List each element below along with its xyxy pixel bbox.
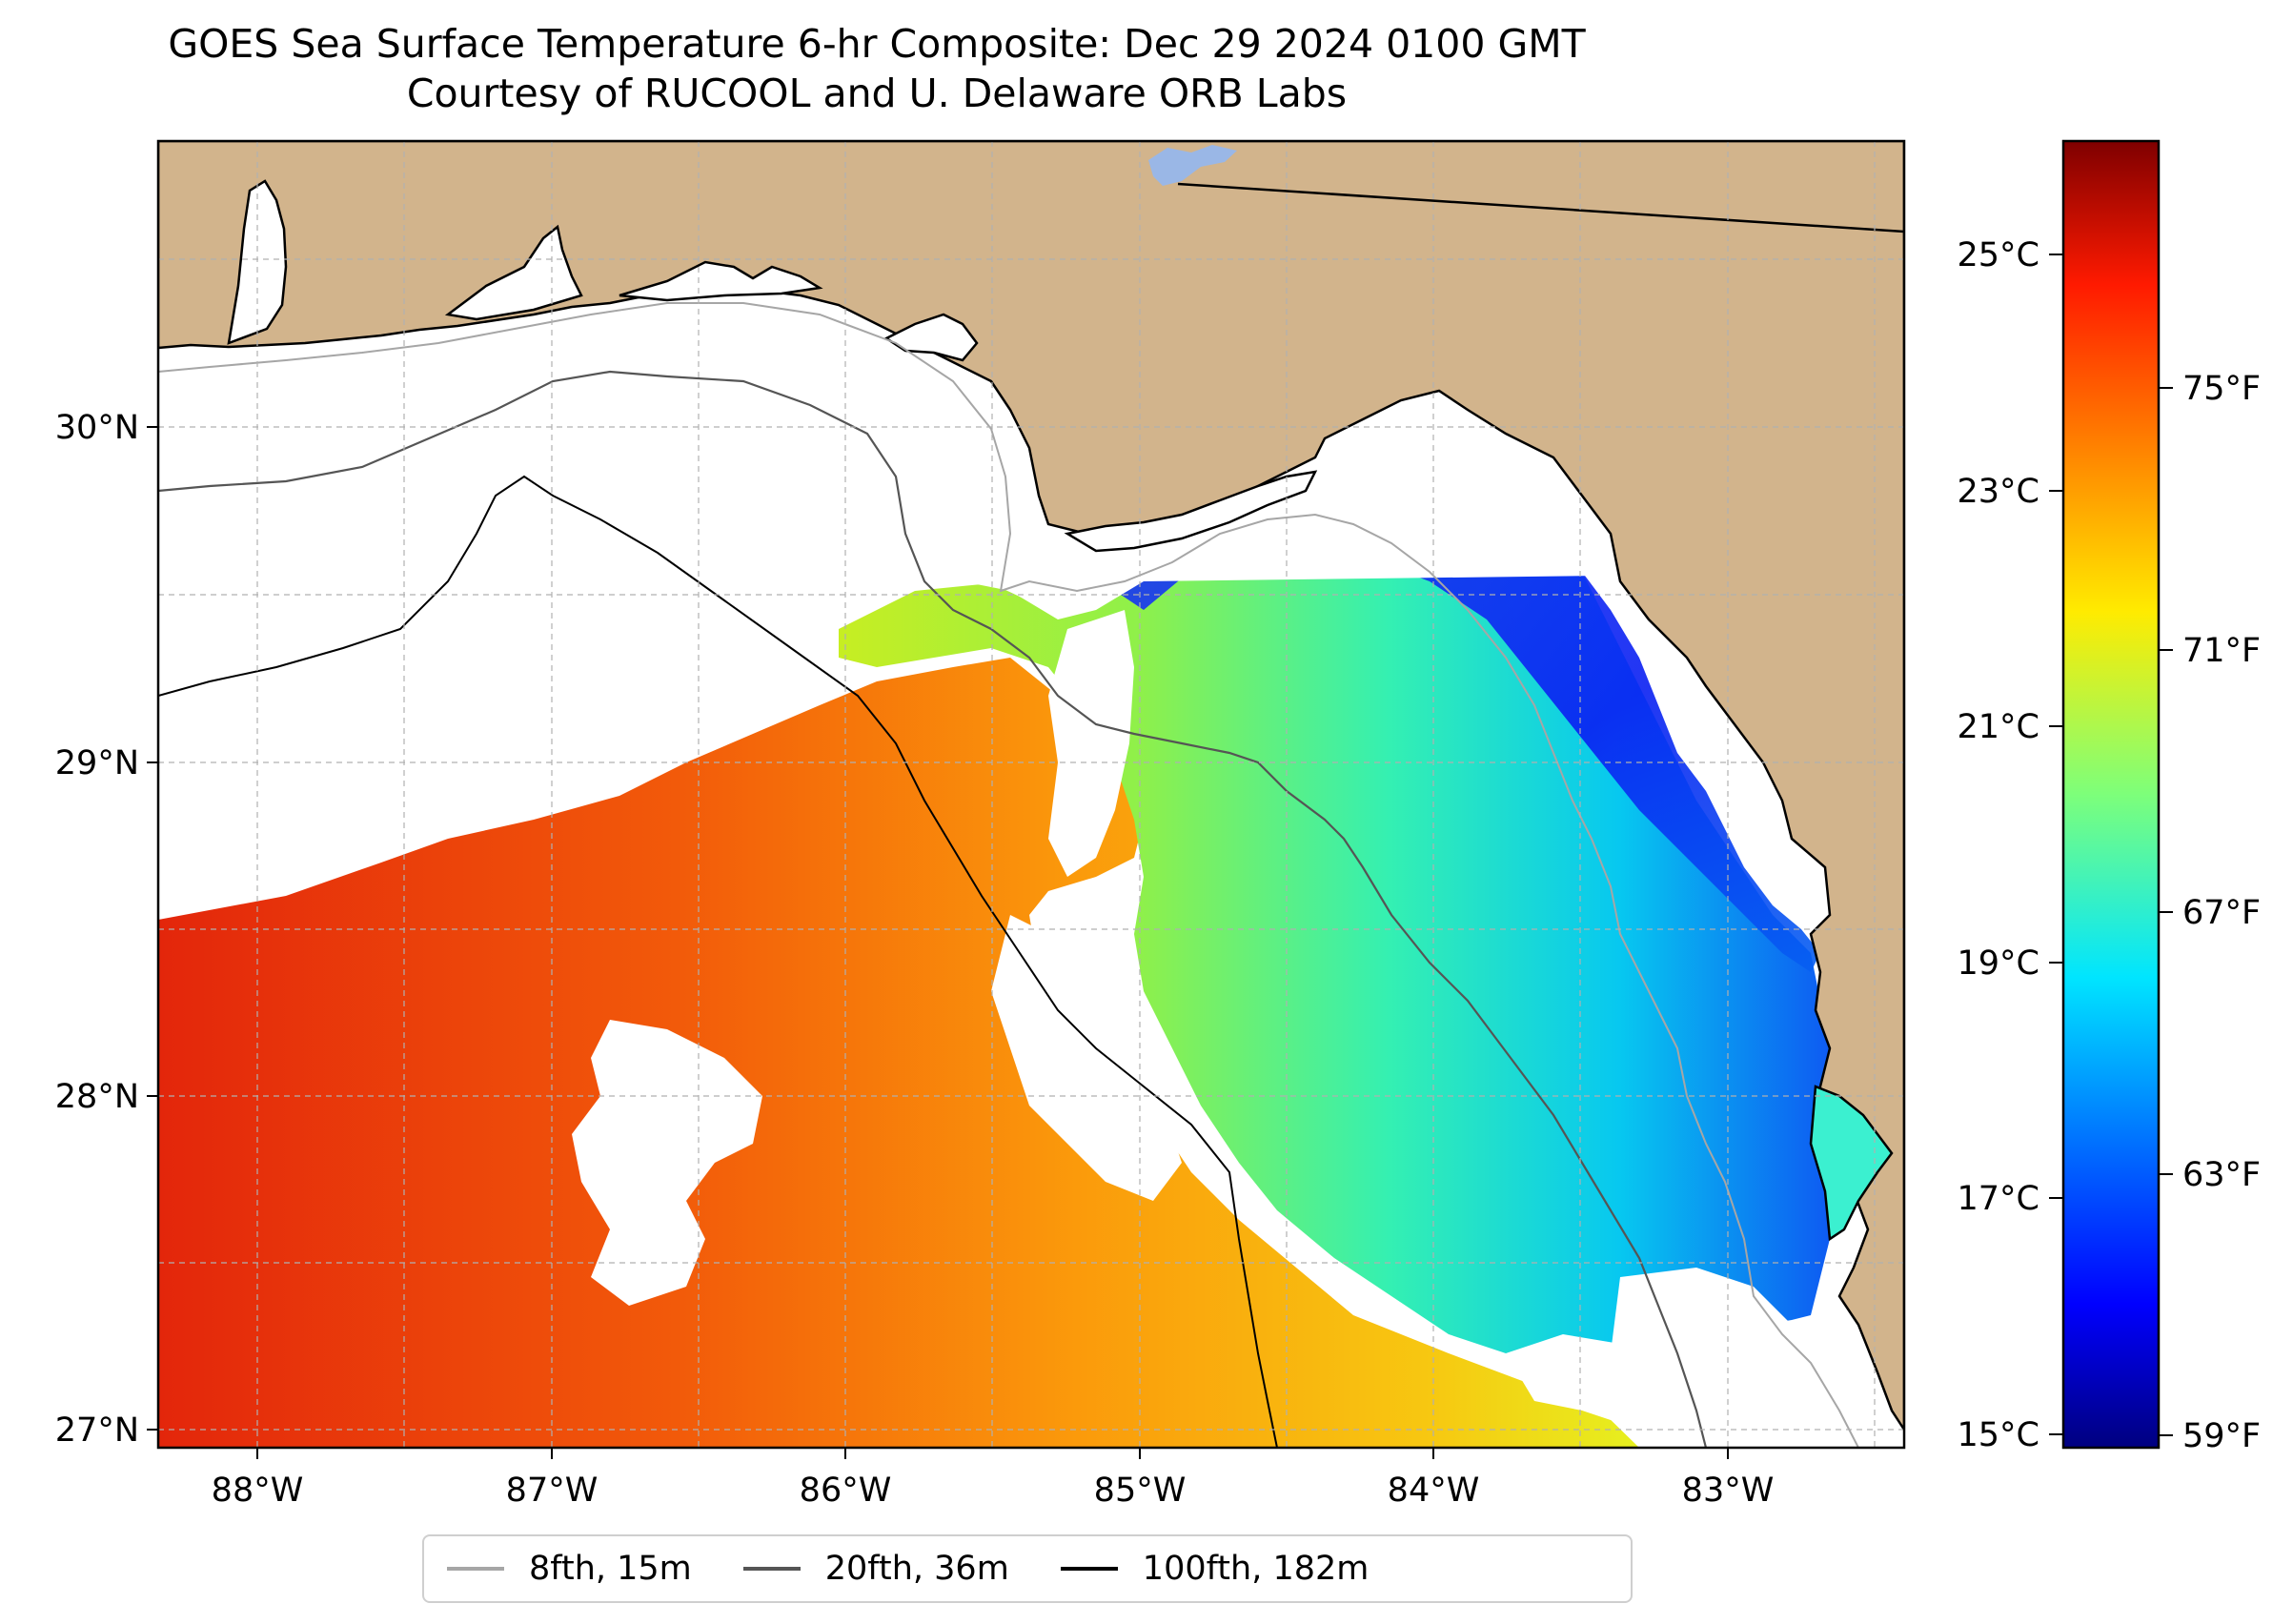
legend-item-8fth: 8fth, 15m (447, 1550, 692, 1588)
fahrenheit-tick-label: 71°F (2182, 632, 2261, 670)
lat-tick-label: 30°N (55, 409, 139, 447)
no-data-patch-5 (1611, 1268, 1849, 1448)
map-frame (156, 139, 1906, 1450)
isobath-8fth (158, 302, 1859, 1448)
lon-tick-label: 87°W (506, 1472, 599, 1510)
legend-swatch (742, 1567, 801, 1571)
legend-label: 100fth, 182m (1142, 1550, 1370, 1588)
celsius-tick-label: 19°C (1958, 944, 2039, 983)
fahrenheit-tick-label: 67°F (2182, 894, 2261, 932)
colorbar-c-labels: 25°C 23°C 21°C 19°C 17°C 15°C (1958, 236, 2039, 1454)
sst-field-warm (158, 658, 1639, 1448)
no-data-patch-4 (1506, 1334, 1649, 1430)
lon-tick-label: 84°W (1388, 1472, 1480, 1510)
legend-item-20fth: 20fth, 36m (742, 1550, 1009, 1588)
colorbar-f-ticks (2159, 387, 2173, 1436)
lon-tick-label: 85°W (1094, 1472, 1187, 1510)
lat-tick-labels: 30°N 29°N 28°N 27°N (55, 409, 139, 1450)
legend-swatch (447, 1567, 504, 1571)
bay-st-andrew (883, 313, 979, 362)
no-data-patch (572, 1020, 762, 1306)
bay-tampa (1809, 1085, 1894, 1242)
lon-tick-labels: 88°W 87°W 86°W 85°W 84°W 83°W (212, 1472, 1775, 1510)
fahrenheit-tick-label: 63°F (2182, 1156, 2261, 1194)
celsius-tick-label: 15°C (1958, 1416, 2039, 1454)
lon-tick-label: 83°W (1682, 1472, 1775, 1510)
lat-tick-label: 29°N (55, 744, 139, 782)
legend-label: 20fth, 36m (824, 1550, 1009, 1588)
no-data-patch-2 (991, 915, 1182, 1201)
isobath-legend: 8fth, 15m 20fth, 36m 100fth, 182m (422, 1534, 1633, 1603)
lon-tick-marks (256, 1448, 1729, 1459)
colorbar (2061, 139, 2161, 1450)
legend-item-100fth: 100fth, 182m (1060, 1550, 1370, 1588)
map-content (158, 141, 1904, 1448)
bay-apalachicola (1064, 470, 1318, 553)
legend-swatch (1060, 1567, 1118, 1571)
lon-tick-label: 88°W (212, 1472, 304, 1510)
no-data-patch-3 (1048, 610, 1134, 877)
state-border (1177, 182, 1904, 233)
lat-tick-label: 27°N (55, 1411, 139, 1450)
title-line-2: Courtesy of RUCOOL and U. Delaware ORB L… (406, 71, 1348, 116)
fahrenheit-tick-label: 59°F (2182, 1417, 2261, 1455)
bay-pensacola (444, 224, 583, 321)
lat-tick-marks (147, 426, 158, 1431)
celsius-tick-label: 23°C (1958, 473, 2039, 511)
colorbar-c-ticks (2049, 254, 2063, 1435)
celsius-tick-label: 21°C (1958, 708, 2039, 746)
isobath-20fth (158, 370, 1708, 1448)
title-line-1: GOES Sea Surface Temperature 6-hr Compos… (168, 21, 1586, 67)
bay-choctawhatchee (619, 260, 823, 302)
celsius-tick-label: 25°C (1958, 236, 2039, 274)
lake (1148, 145, 1237, 186)
lon-tick-label: 86°W (800, 1472, 892, 1510)
isobath-100fth (158, 475, 1278, 1448)
celsius-tick-label: 17°C (1958, 1180, 2039, 1218)
legend-label: 8fth, 15m (529, 1550, 692, 1588)
grid-lines (158, 141, 1904, 1448)
colorbar-f-labels: 75°F 71°F 67°F 63°F 59°F (2182, 370, 2261, 1455)
fahrenheit-tick-label: 75°F (2182, 370, 2261, 408)
lat-tick-label: 28°N (55, 1078, 139, 1116)
